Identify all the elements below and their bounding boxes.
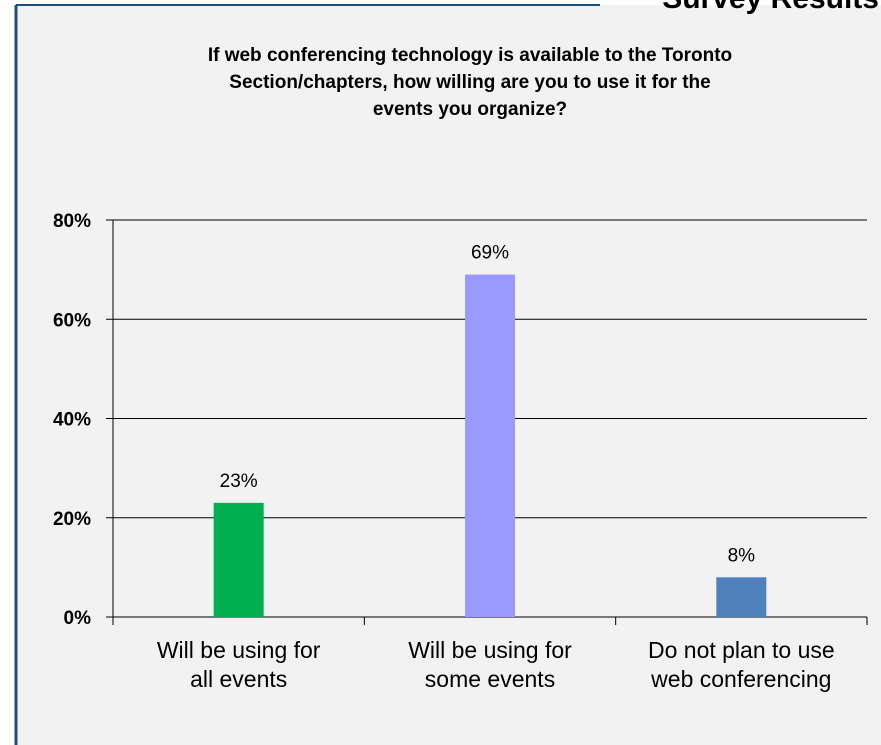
data-label: 69%: [471, 243, 509, 264]
panel-background: [16, 5, 881, 745]
x-tick-label: some events: [425, 666, 555, 692]
bar: [213, 502, 264, 617]
bar: [716, 577, 767, 617]
bar: [465, 274, 515, 617]
x-tick-label: Will be using for: [157, 637, 321, 663]
y-tick-label: 80%: [53, 211, 91, 232]
chart-title: events you organize?: [373, 99, 567, 120]
y-tick-label: 20%: [53, 509, 91, 530]
x-tick-label: web conferencing: [650, 666, 831, 692]
y-tick-label: 40%: [53, 410, 91, 431]
x-tick-label: all events: [190, 666, 287, 692]
chart-title: Section/chapters, how willing are you to…: [229, 72, 710, 93]
data-label: 8%: [728, 545, 756, 566]
chart-title: If web conferencing technology is availa…: [208, 45, 732, 66]
header-title: Survey Results: [662, 0, 879, 15]
y-tick-label: 60%: [53, 310, 91, 331]
x-tick-label: Will be using for: [408, 637, 572, 663]
y-tick-label: 0%: [64, 608, 92, 629]
data-label: 23%: [220, 471, 258, 492]
x-tick-label: Do not plan to use: [648, 637, 835, 663]
